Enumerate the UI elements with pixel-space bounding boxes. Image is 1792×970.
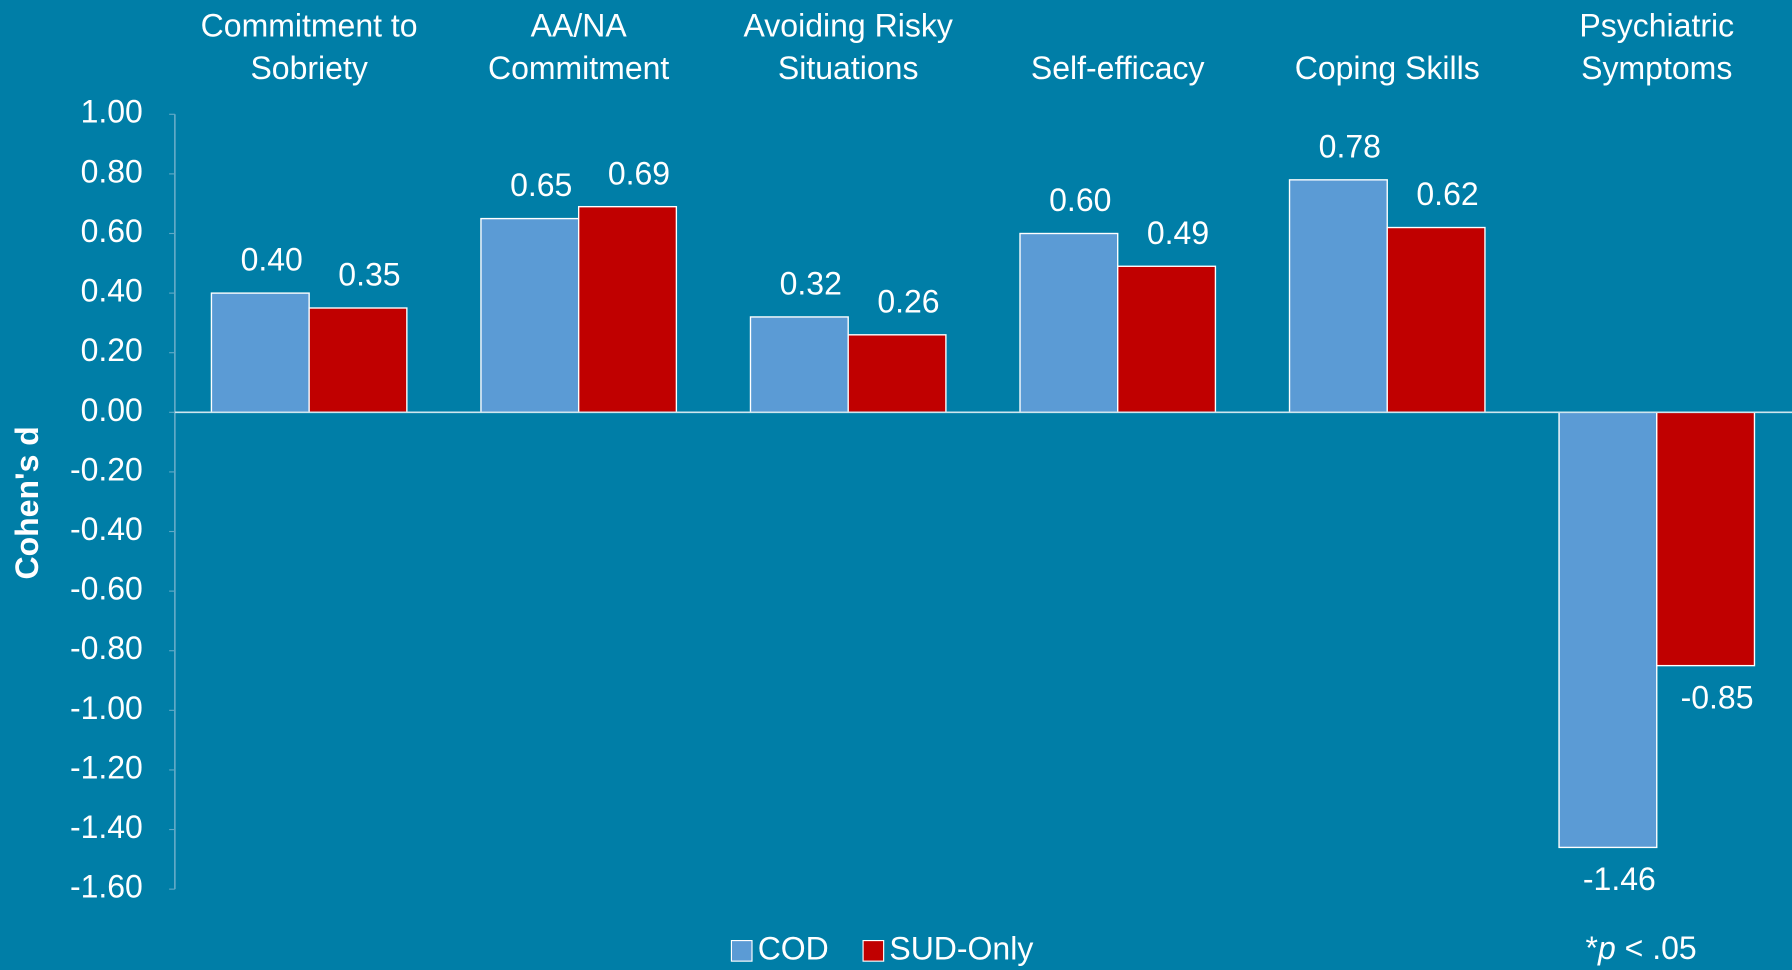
legend-label: COD [758, 930, 829, 966]
y-tick-label: -1.00 [70, 690, 143, 726]
x-tick-label: AA/NA Commitment [487, 7, 670, 86]
data-label: -0.85 [1681, 679, 1754, 715]
bar [480, 217, 580, 413]
bar [1656, 411, 1756, 667]
y-tick-label: -1.60 [70, 869, 143, 905]
note-italic: p [1597, 930, 1616, 966]
bar [210, 292, 310, 413]
y-tick-label: 0.00 [81, 392, 143, 428]
bar [1288, 179, 1388, 413]
legend-swatch [730, 939, 753, 962]
x-tick-label: Coping Skills [1294, 50, 1480, 86]
y-tick-label: -0.20 [70, 451, 143, 487]
y-tick-label: -0.40 [70, 511, 143, 547]
y-tick-label: 0.60 [81, 213, 143, 249]
y-tick-label: -1.20 [70, 749, 143, 785]
bar [1019, 232, 1119, 413]
data-label: 0.69 [608, 155, 670, 191]
y-tick-label: -0.60 [70, 571, 143, 607]
x-tick-label: Commitment to Sobriety [200, 7, 418, 86]
y-tick-label: 1.00 [81, 94, 143, 130]
y-tick-label: 0.40 [81, 273, 143, 309]
bar [1117, 265, 1217, 413]
bar [577, 205, 678, 413]
bar [308, 307, 408, 413]
y-tick-label: -1.40 [70, 809, 143, 845]
y-tick-label: 0.20 [81, 332, 143, 368]
bar [847, 334, 947, 413]
note-suffix: < .05 [1616, 930, 1697, 966]
data-label: -1.46 [1583, 861, 1656, 897]
x-tick-label: Psychiatric Symptoms [1579, 7, 1735, 86]
data-label: 0.26 [877, 283, 939, 319]
note: *p < .05 [1586, 930, 1697, 966]
data-label: 0.32 [780, 266, 842, 302]
data-label: 0.35 [338, 257, 400, 293]
x-tick-label: Avoiding Risky Situations [743, 7, 953, 86]
y-tick-label: 0.80 [81, 153, 143, 189]
bar [1558, 411, 1658, 849]
bar [1386, 226, 1486, 413]
data-label: 0.40 [241, 242, 303, 278]
y-tick-label: -0.80 [70, 630, 143, 666]
data-label: 0.49 [1147, 215, 1209, 251]
legend-swatch [862, 939, 885, 962]
bar [749, 316, 849, 413]
y-axis-title: Cohen's d [9, 426, 45, 579]
note-prefix: * [1586, 930, 1598, 966]
data-label: 0.60 [1049, 182, 1111, 218]
data-label: 0.62 [1416, 176, 1478, 212]
data-label: 0.65 [510, 167, 572, 203]
x-tick-label: Self-efficacy [1030, 50, 1205, 86]
data-label: 0.78 [1319, 128, 1381, 164]
legend-label: SUD-Only [889, 930, 1033, 966]
